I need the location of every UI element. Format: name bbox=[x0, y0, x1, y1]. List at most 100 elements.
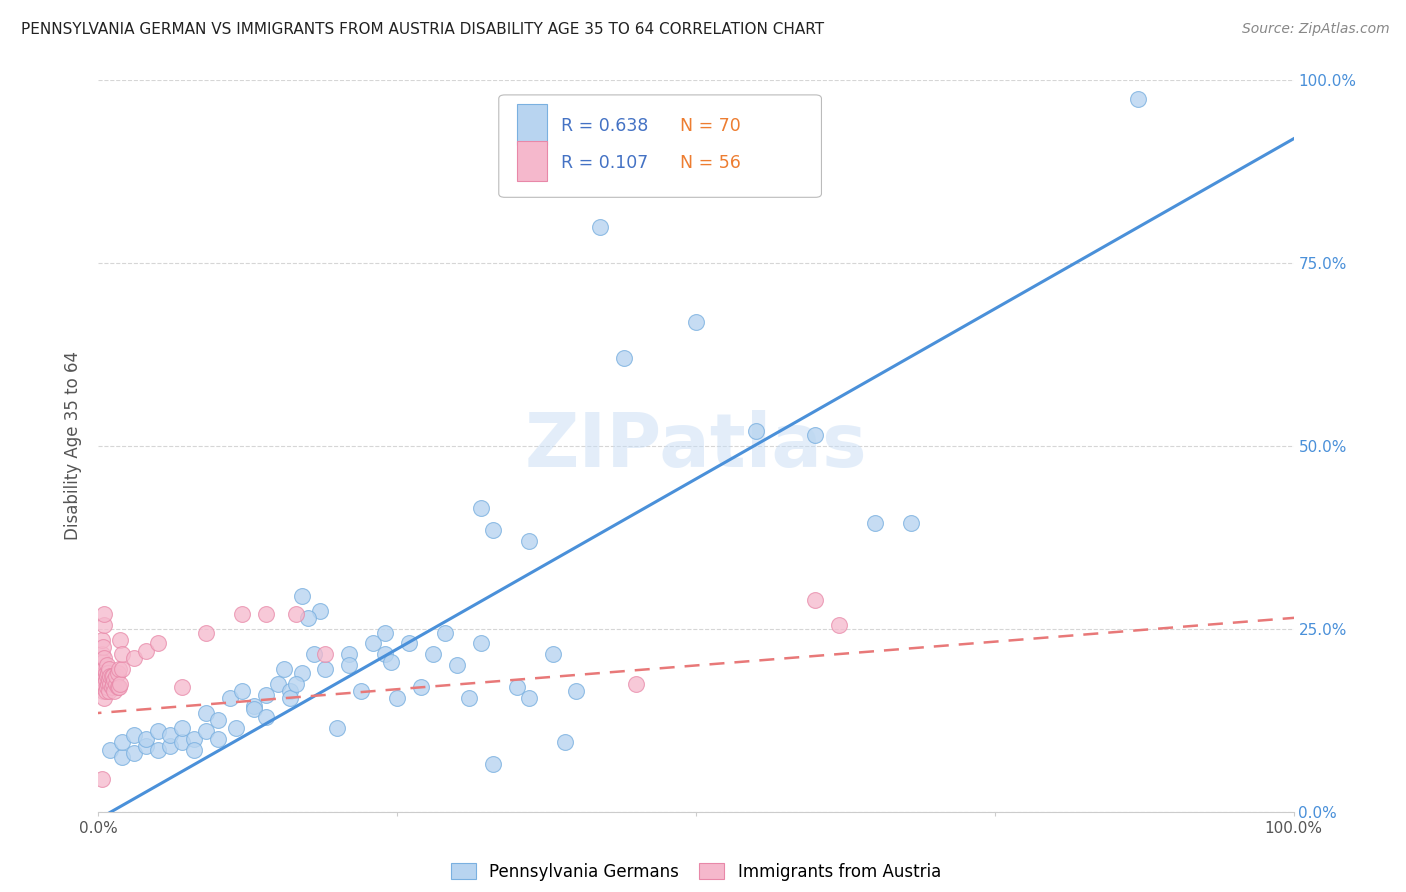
Point bbox=[91, 772, 114, 786]
Point bbox=[98, 662, 121, 676]
Point bbox=[470, 501, 492, 516]
Point bbox=[183, 742, 205, 756]
Point bbox=[100, 681, 122, 695]
Point bbox=[541, 648, 564, 662]
Point bbox=[291, 665, 314, 680]
Text: ZIPatlas: ZIPatlas bbox=[524, 409, 868, 483]
Point bbox=[111, 749, 134, 764]
Point bbox=[98, 676, 122, 690]
Legend: Pennsylvania Germans, Immigrants from Austria: Pennsylvania Germans, Immigrants from Au… bbox=[444, 856, 948, 888]
Point bbox=[326, 721, 349, 735]
Point bbox=[554, 735, 576, 749]
Point bbox=[243, 702, 266, 716]
Point bbox=[107, 681, 129, 695]
Point bbox=[91, 662, 114, 676]
Point bbox=[124, 728, 146, 742]
Point bbox=[363, 636, 385, 650]
Point bbox=[900, 516, 922, 530]
Point bbox=[105, 676, 128, 690]
Point bbox=[411, 681, 433, 695]
Point bbox=[273, 662, 295, 676]
Point bbox=[100, 669, 122, 683]
Point bbox=[219, 691, 242, 706]
Point bbox=[685, 315, 707, 329]
Point bbox=[804, 592, 827, 607]
Point bbox=[339, 658, 360, 673]
Point bbox=[97, 665, 120, 680]
Point bbox=[105, 669, 128, 683]
Y-axis label: Disability Age 35 to 64: Disability Age 35 to 64 bbox=[65, 351, 83, 541]
Point bbox=[374, 625, 396, 640]
Point bbox=[172, 681, 194, 695]
Point bbox=[517, 534, 540, 549]
Text: PENNSYLVANIA GERMAN VS IMMIGRANTS FROM AUSTRIA DISABILITY AGE 35 TO 64 CORRELATI: PENNSYLVANIA GERMAN VS IMMIGRANTS FROM A… bbox=[21, 22, 824, 37]
Point bbox=[565, 684, 588, 698]
Point bbox=[194, 724, 218, 739]
FancyBboxPatch shape bbox=[517, 141, 547, 181]
Point bbox=[103, 684, 125, 698]
Point bbox=[93, 662, 115, 676]
Point bbox=[207, 731, 229, 746]
Point bbox=[745, 425, 768, 439]
Point bbox=[267, 676, 290, 690]
Point bbox=[107, 681, 129, 695]
Point bbox=[385, 691, 409, 706]
Point bbox=[93, 618, 115, 632]
Point bbox=[107, 665, 129, 680]
Text: N = 70: N = 70 bbox=[681, 118, 741, 136]
Point bbox=[108, 632, 131, 647]
Point bbox=[98, 684, 121, 698]
Point bbox=[207, 714, 229, 728]
Point bbox=[148, 724, 170, 739]
Point bbox=[804, 428, 827, 442]
Point bbox=[278, 684, 301, 698]
Point bbox=[254, 607, 277, 622]
Text: R = 0.107: R = 0.107 bbox=[561, 154, 648, 172]
Point bbox=[159, 739, 181, 753]
Point bbox=[124, 651, 146, 665]
Point bbox=[339, 648, 360, 662]
FancyBboxPatch shape bbox=[499, 95, 821, 197]
Point bbox=[828, 618, 851, 632]
Point bbox=[506, 681, 529, 695]
Point bbox=[124, 746, 146, 760]
Point bbox=[308, 603, 330, 617]
Point bbox=[91, 684, 114, 698]
Point bbox=[278, 691, 301, 706]
Point bbox=[194, 625, 218, 640]
Point bbox=[98, 742, 122, 756]
Point bbox=[1128, 92, 1150, 106]
Point bbox=[93, 651, 115, 665]
Point bbox=[231, 607, 253, 622]
Point bbox=[433, 625, 456, 640]
Point bbox=[315, 662, 337, 676]
Point bbox=[589, 219, 612, 234]
Point bbox=[863, 516, 887, 530]
Point bbox=[315, 648, 337, 662]
Point bbox=[159, 728, 181, 742]
Point bbox=[172, 721, 194, 735]
Point bbox=[101, 676, 124, 690]
Point bbox=[613, 351, 636, 366]
Point bbox=[380, 655, 402, 669]
Point bbox=[284, 676, 307, 690]
Point bbox=[91, 669, 114, 683]
Point bbox=[135, 644, 157, 658]
Point bbox=[481, 757, 505, 772]
Point bbox=[302, 648, 325, 662]
Point bbox=[374, 648, 396, 662]
Point bbox=[291, 589, 314, 603]
Point bbox=[98, 673, 121, 687]
Point bbox=[91, 640, 114, 655]
Point bbox=[398, 636, 420, 650]
Point bbox=[135, 739, 157, 753]
Text: Source: ZipAtlas.com: Source: ZipAtlas.com bbox=[1241, 22, 1389, 37]
Point bbox=[231, 684, 253, 698]
Point bbox=[98, 669, 122, 683]
Point bbox=[194, 706, 218, 720]
Point bbox=[458, 691, 481, 706]
Point bbox=[111, 662, 134, 676]
Point bbox=[94, 665, 117, 680]
Point bbox=[172, 735, 194, 749]
Text: R = 0.638: R = 0.638 bbox=[561, 118, 648, 136]
